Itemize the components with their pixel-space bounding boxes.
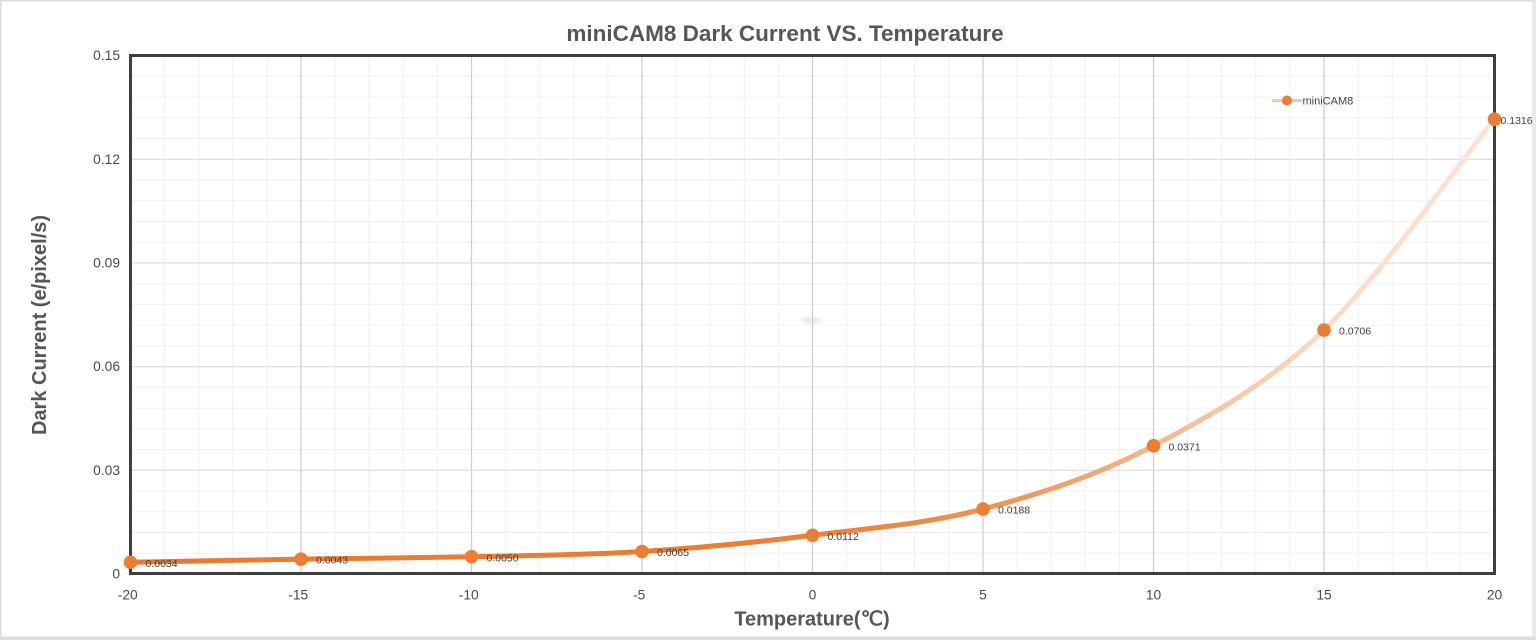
svg-text:0.0065: 0.0065 xyxy=(657,547,689,559)
svg-text:0.0188: 0.0188 xyxy=(998,505,1030,517)
svg-text:15: 15 xyxy=(1316,588,1332,603)
svg-text:0.0050: 0.0050 xyxy=(487,552,519,564)
svg-text:0.0371: 0.0371 xyxy=(1169,441,1201,453)
svg-text:0.03: 0.03 xyxy=(93,463,120,478)
svg-text:0.09: 0.09 xyxy=(93,256,120,271)
svg-text:-20: -20 xyxy=(118,588,138,603)
svg-text:10: 10 xyxy=(1146,588,1162,603)
svg-text:0.0112: 0.0112 xyxy=(828,531,859,543)
svg-text:0.0034: 0.0034 xyxy=(146,558,178,570)
svg-text:miniCAM8: miniCAM8 xyxy=(1303,95,1354,107)
svg-text:5: 5 xyxy=(979,588,987,603)
svg-text:0.1316: 0.1316 xyxy=(1501,115,1533,127)
svg-text:0: 0 xyxy=(809,588,817,603)
svg-text:Temperature(℃): Temperature(℃) xyxy=(734,609,889,631)
svg-text:miniCAM8 Dark Current VS. Temp: miniCAM8 Dark Current VS. Temperature xyxy=(566,21,1003,46)
svg-text:0.06: 0.06 xyxy=(93,359,120,374)
svg-text:0.15: 0.15 xyxy=(93,48,120,63)
svg-text:-10: -10 xyxy=(459,588,479,603)
svg-text:0: 0 xyxy=(112,567,120,582)
svg-text:0.0706: 0.0706 xyxy=(1339,326,1371,338)
svg-text:-5: -5 xyxy=(633,588,646,603)
svg-text:0.12: 0.12 xyxy=(93,152,120,167)
svg-text:Dark Current (e/pixel/s): Dark Current (e/pixel/s) xyxy=(29,215,51,435)
svg-text:-15: -15 xyxy=(288,588,308,603)
svg-text:20: 20 xyxy=(1487,588,1503,603)
svg-text:0.0043: 0.0043 xyxy=(316,555,348,567)
